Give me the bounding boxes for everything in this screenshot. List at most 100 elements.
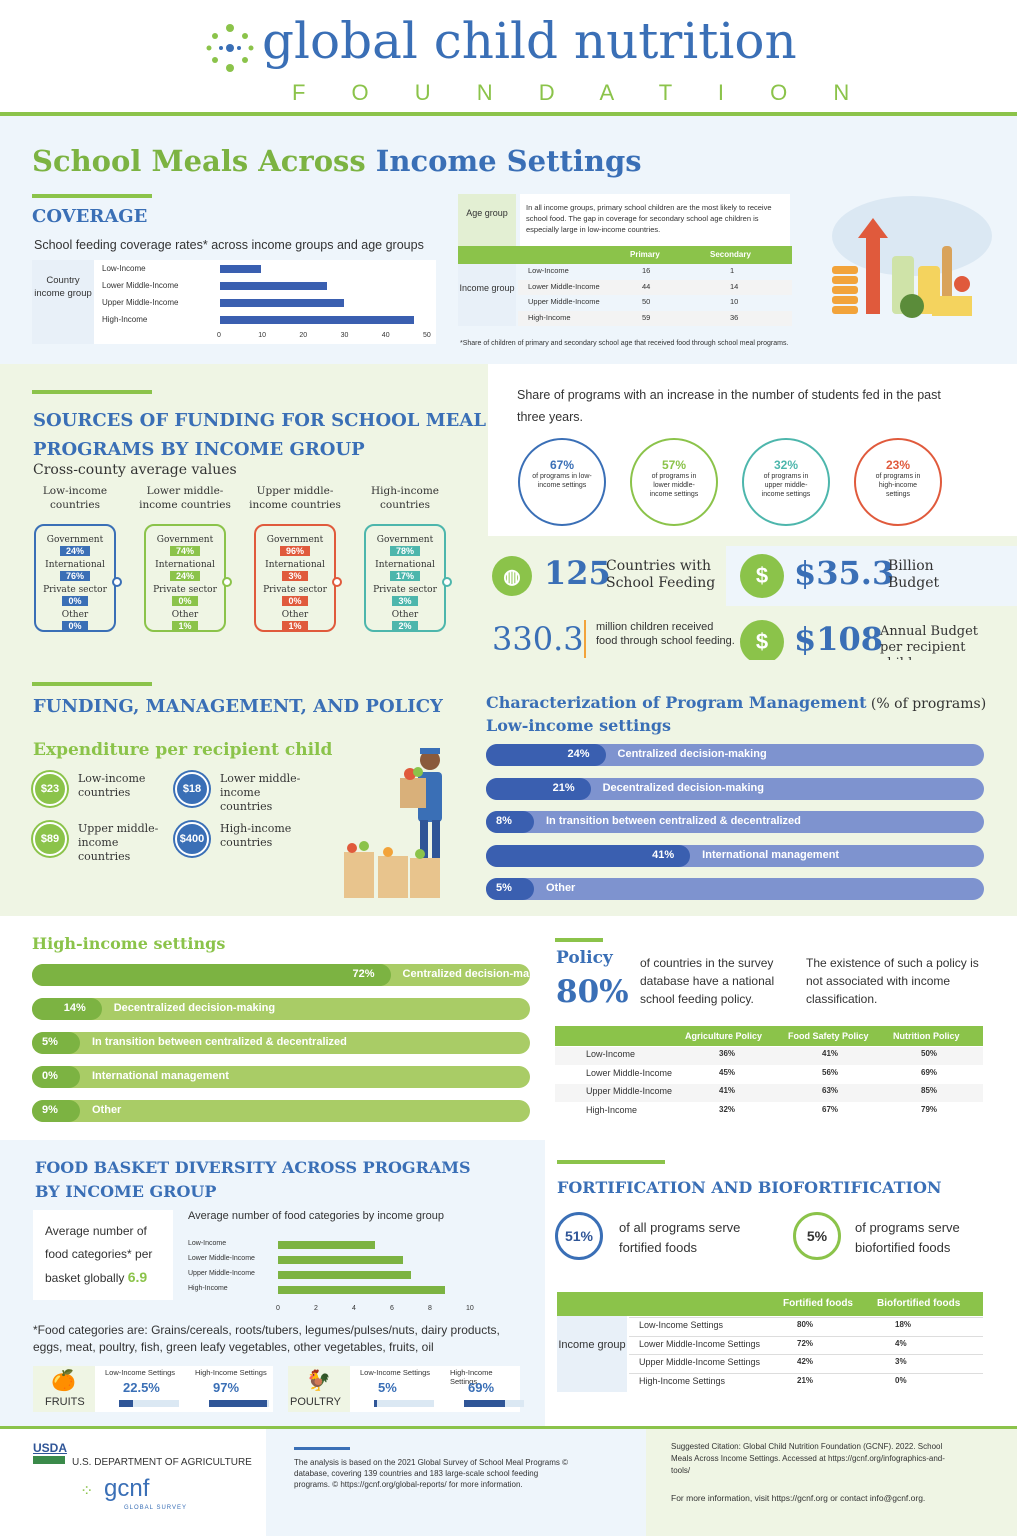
age-row-label: Low-Income <box>528 266 569 275</box>
funding-label: Other <box>171 610 199 620</box>
citation: Suggested Citation: Global Child Nutriti… <box>671 1442 945 1475</box>
policy-cell: 36% <box>719 1049 736 1058</box>
basket-avg-text: Average number of food categories* per b… <box>45 1224 153 1285</box>
title-part-2: Income Settings <box>375 144 642 178</box>
mgmt-bar-fill <box>32 964 391 986</box>
mgmt-pct: 72% <box>352 968 375 980</box>
increase-pct: 67% <box>549 458 575 472</box>
mgmt-pct: 0% <box>42 1070 58 1082</box>
mgmt-bar: 5% Other <box>486 878 984 900</box>
fruits-low-value: 22.5% <box>123 1380 160 1395</box>
increase-pct: 57% <box>661 458 687 472</box>
mgmt-label: Centralized decision-making <box>617 748 767 760</box>
fort-row-label: Lower Middle-Income Settings <box>639 1338 761 1349</box>
fort-row-label: Upper Middle-Income Settings <box>639 1357 761 1367</box>
funding-label: Government <box>266 535 324 545</box>
fruits-low-label: Low-Income Settings <box>105 1368 176 1377</box>
age-row-label: Upper Middle-Income <box>528 297 600 306</box>
increase-label: of programs in lower middle-income setti… <box>649 473 699 498</box>
fort-row-line <box>629 1317 983 1318</box>
increase-pct: 32% <box>773 458 799 472</box>
funding-value: 96% <box>279 546 310 556</box>
mgmt-bar-fill <box>486 844 691 867</box>
stats-section: ◍ 125 Countries with School Feeding $ $3… <box>488 536 1017 671</box>
brand-name: global child nutrition <box>262 12 797 70</box>
poultry-icon-bg <box>288 1366 350 1412</box>
funding-label: Private sector <box>373 585 437 595</box>
fort-cell: 4% <box>895 1338 907 1348</box>
poultry-high-value: 69% <box>468 1380 495 1395</box>
mgmt-title-text: Characterization of Program Management <box>486 693 867 712</box>
mgmt-pct: 5% <box>42 1036 58 1048</box>
exp-title: Expenditure per recipient child <box>33 740 333 760</box>
mgmt-label: In transition between centralized & dece… <box>546 815 801 827</box>
policy-text-1: of countries in the survey database have… <box>640 956 775 1006</box>
high-section: High-income settings 72% Centralized deci… <box>0 916 552 1140</box>
exp-value: $89 <box>33 822 67 856</box>
coverage-subtitle: School feeding coverage rates* across in… <box>34 238 424 252</box>
coins-icon: $ <box>740 554 784 598</box>
basket-avg-box: Average number of food categories* per b… <box>33 1210 173 1300</box>
brand-foundation: F O U N D A T I O N <box>292 80 870 105</box>
page-title: School Meals Across Income Settings <box>32 144 642 178</box>
fort-row-line <box>629 1372 983 1374</box>
increase-pct: 23% <box>885 458 911 472</box>
age-table: Age group In all income groups, primary … <box>458 194 792 344</box>
coverage-cat-label: High-Income <box>102 315 148 324</box>
coverage-footnote: *Share of children of primary and second… <box>460 340 789 347</box>
age-row-primary: 16 <box>642 266 651 275</box>
basket-cat-label: Lower Middle-Income <box>188 1255 255 1262</box>
funding-label: Private sector <box>153 585 217 595</box>
funding-heading-1: SOURCES OF FUNDING FOR SCHOOL MEAL <box>33 410 486 431</box>
col-nutrition: Nutrition Policy <box>893 1031 960 1041</box>
countries-label: Countries with School Feeding <box>606 558 716 591</box>
analysis-box: The analysis is based on the 2021 Global… <box>266 1429 646 1536</box>
policy-section: Policy 80% of countries in the survey da… <box>545 916 1017 1140</box>
coverage-cat-label: Low-Income <box>102 264 146 273</box>
funding-value: 0% <box>172 596 198 606</box>
funding-heading: SOURCES OF FUNDING FOR SCHOOL MEAL PROGR… <box>33 406 486 464</box>
funding-value: 17% <box>389 571 420 581</box>
mgmt-label: Centralized decision-making <box>402 968 552 980</box>
exp-label: Low-income countries <box>78 772 146 799</box>
analysis-text: The analysis is based on the 2021 Global… <box>294 1458 569 1489</box>
poultry-high-track <box>464 1400 524 1407</box>
mgmt-bar-fill <box>486 811 534 833</box>
coverage-tick: 50 <box>423 332 431 339</box>
funding-group-name: Low-income countries <box>42 485 108 511</box>
analysis-rule <box>294 1447 350 1450</box>
poultry-low-track <box>374 1400 434 1407</box>
fort-cell: 21% <box>797 1375 814 1385</box>
gcnf-sub: GLOBAL SURVEY <box>124 1505 188 1511</box>
mgmt-pct: 5% <box>496 882 512 894</box>
basket-note: *Food categories are: Grains/cereals, ro… <box>33 1323 500 1354</box>
fruits-label: FRUITS <box>45 1396 85 1408</box>
col-food-safety: Food Safety Policy <box>788 1031 869 1041</box>
coverage-axis-group-label: Country income group <box>34 275 92 299</box>
budget-value: $35.3 <box>794 554 895 592</box>
footer-right: Suggested Citation: Global Child Nutriti… <box>646 1429 1017 1536</box>
poultry-high-label: High-Income Settings <box>450 1368 493 1386</box>
fort-cell: 18% <box>895 1320 912 1329</box>
fort-cell: 42% <box>797 1357 814 1366</box>
fort-row-label: Low-Income Settings <box>639 1320 724 1330</box>
mgmt-label: Decentralized decision-making <box>113 1002 276 1014</box>
funding-value: 3% <box>392 596 418 606</box>
coverage-tick: 40 <box>381 332 390 339</box>
fort-cell: 72% <box>797 1338 814 1348</box>
exp-value: $23 <box>33 772 67 806</box>
basket-tick: 10 <box>466 1305 474 1312</box>
policy-cell: 67% <box>822 1104 839 1114</box>
poultry-box: 🐓 POULTRY Low-Income Settings 5% High-Income… <box>288 1366 524 1412</box>
funding-heading-2: PROGRAMS BY INCOME GROUP <box>33 439 365 460</box>
funding-group-name: Upper middle-income countries <box>249 485 341 511</box>
exp-label: Upper middle-income countries <box>78 822 159 863</box>
logo-dots-icon <box>205 22 255 72</box>
funding-value: 74% <box>169 546 200 556</box>
fruits-icon-bg <box>33 1366 95 1412</box>
policy-cell: 69% <box>921 1067 938 1077</box>
fort-text: of all programs serve fortified foods <box>619 1220 741 1255</box>
coverage-cat-label: Upper Middle-Income <box>102 298 179 307</box>
age-row-primary: 50 <box>642 297 651 306</box>
mgmt-label: Other <box>546 882 576 894</box>
